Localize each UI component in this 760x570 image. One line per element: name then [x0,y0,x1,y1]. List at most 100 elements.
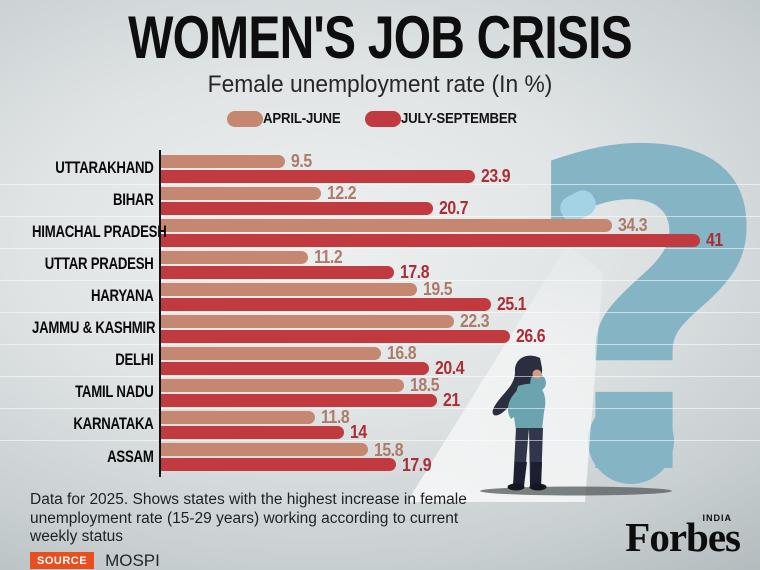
value-label: 9.5 [291,151,312,171]
bar-pair: 18.5 21 [160,375,760,410]
category-label: KARNATAKA [73,415,154,433]
spotlight-beam [407,245,603,502]
chart-row: ASSAM 15.8 17.9 [0,441,760,475]
value-label: 26.6 [516,326,546,346]
value-label: 34.3 [618,215,648,235]
bar-segment [160,186,321,200]
stem-highlight [560,190,596,222]
category-label: DELHI [115,351,154,369]
y-axis-line [159,150,161,477]
value-label: 23.9 [481,166,511,186]
value-label: 11.8 [321,407,350,427]
bar-segment [160,458,396,471]
bar-pair: 11.2 17.8 [160,247,760,282]
bar-row: 22.3 [160,311,760,331]
bar-row: 34.3 [160,215,760,235]
value-label: 18.5 [410,375,440,395]
bar-row: 14 [160,422,760,442]
category-label: UTTAR PRADESH [44,255,154,273]
legend-label: APRIL-JUNE [263,110,341,127]
chart-subtitle: Female unemployment rate (In %) [207,71,553,98]
bar-segment [160,425,344,439]
ground-shadow [480,486,672,496]
bar-row: 17.9 [160,454,760,475]
bar-row: 12.2 [160,183,760,203]
value-label: 12.2 [327,183,357,203]
bar-segment [160,250,308,264]
bar-segment [160,265,394,279]
brand-logo: INDIA Forbes [625,513,741,560]
source-value: MOSPI [105,550,160,570]
bar-segment [160,329,510,343]
chart-row: HIMACHAL PRADESH 34.3 41 [0,215,760,249]
legend-item: APRIL-JUNE [227,110,351,127]
bar-pair: 16.8 20.4 [160,343,760,377]
value-label: 21 [443,390,460,410]
chart-row: BIHAR 12.2 20.7 [0,183,760,218]
value-label: 17.9 [402,454,432,475]
bar-row: 21 [160,390,760,410]
category-label: JAMMU & KASHMIR [32,319,156,337]
bar-segment [160,201,433,215]
july-september-swatch [365,110,402,127]
bar-pair: 11.8 14 [160,407,760,442]
chart-row: KARNATAKA 11.8 14 [0,407,760,442]
category-label: ASSAM [107,447,154,466]
brand-logo-sub: INDIA [702,513,732,523]
value-label: 14 [350,422,367,442]
value-label: 11.2 [314,247,343,267]
bar-segment [160,443,368,456]
bar-segment [160,393,437,407]
category-label: HIMACHAL PRADESH [32,223,167,241]
value-label: 17.8 [400,262,430,282]
bar-row: 18.5 [160,375,760,395]
bar-row: 23.9 [160,166,760,186]
bar-pair: 15.8 17.9 [160,441,760,475]
bar-row: 16.8 [160,343,760,363]
bar-segment [160,378,404,392]
bar-chart: UTTARAKHAND 9.5 23.9 BIHAR 12.2 20.7 HIMACHAL … [0,150,760,477]
bar-row: 9.5 [160,151,760,171]
bar-row: 41 [160,231,760,249]
legend: APRIL-JUNE JULY-SEPTEMBER [0,110,760,127]
chart-row: DELHI 16.8 20.4 [0,343,760,377]
bar-segment [160,282,417,296]
legend-label: JULY-SEPTEMBER [401,110,518,127]
value-label: 25.1 [497,294,527,314]
bar-row: 25.1 [160,294,760,314]
bar-segment [160,218,612,232]
chart-row: JAMMU & KASHMIR 22.3 26.6 [0,311,760,346]
chart-row: HARYANA 19.5 25.1 [0,279,760,314]
woman-illustration [492,355,547,491]
bar-row: 20.4 [160,359,760,377]
bar-segment [160,233,700,247]
source-row: SOURCE MOSPI [30,551,492,570]
value-label: 19.5 [423,279,453,299]
footer: Data for 2025. Shows states with the hig… [30,491,492,570]
bar-row: 26.6 [160,326,760,346]
bar-segment [160,297,491,311]
legend-item: JULY-SEPTEMBER [365,110,533,127]
chart-row: TAMIL NADU 18.5 21 [0,375,760,410]
bar-pair: 34.3 41 [160,215,760,249]
header: WOMEN'S JOB CRISIS Female unemployment r… [0,0,760,128]
value-label: 16.8 [387,343,417,363]
category-label: BIHAR [113,191,154,209]
bar-segment [160,154,285,168]
source-badge: SOURCE [30,552,95,570]
page-title: WOMEN'S JOB CRISIS [128,4,633,71]
value-label: 20.7 [439,198,469,218]
bar-pair: 9.5 23.9 [160,151,760,186]
value-label: 22.3 [460,311,490,331]
bar-row: 20.7 [160,198,760,218]
bar-segment [160,346,381,360]
bar-row: 11.2 [160,247,760,267]
april-june-swatch [227,110,264,127]
brand-logo-name: Forbes [625,514,741,560]
bar-pair: 19.5 25.1 [160,279,760,314]
bar-segment [160,169,475,183]
question-mark-dot [588,398,674,484]
bar-row: 19.5 [160,279,760,299]
